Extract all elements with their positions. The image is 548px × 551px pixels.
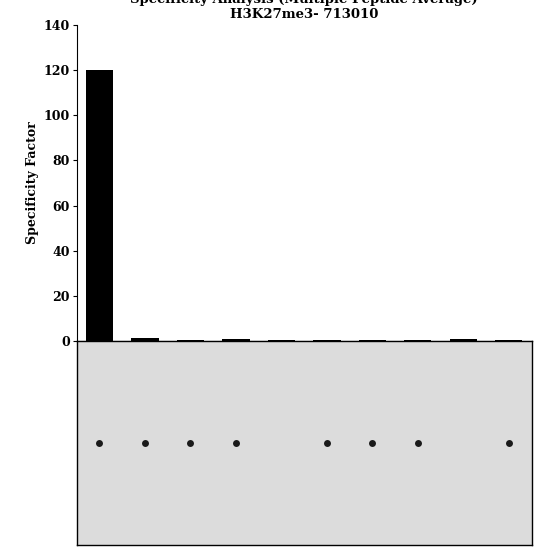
Bar — [132, 338, 158, 341]
Bar — [222, 339, 249, 341]
X-axis label: Modification: Modification — [254, 426, 354, 440]
Bar — [268, 340, 295, 341]
Bar — [495, 340, 522, 341]
Bar — [404, 340, 431, 341]
Y-axis label: Specificity Factor: Specificity Factor — [26, 122, 39, 245]
Bar — [450, 339, 477, 341]
Bar — [313, 340, 340, 341]
Bar — [86, 70, 113, 341]
Title: Specificity Analysis (Multiple Peptide Average)
H3K27me3- 713010: Specificity Analysis (Multiple Peptide A… — [130, 0, 478, 21]
Bar — [359, 340, 386, 341]
Bar — [177, 340, 204, 341]
